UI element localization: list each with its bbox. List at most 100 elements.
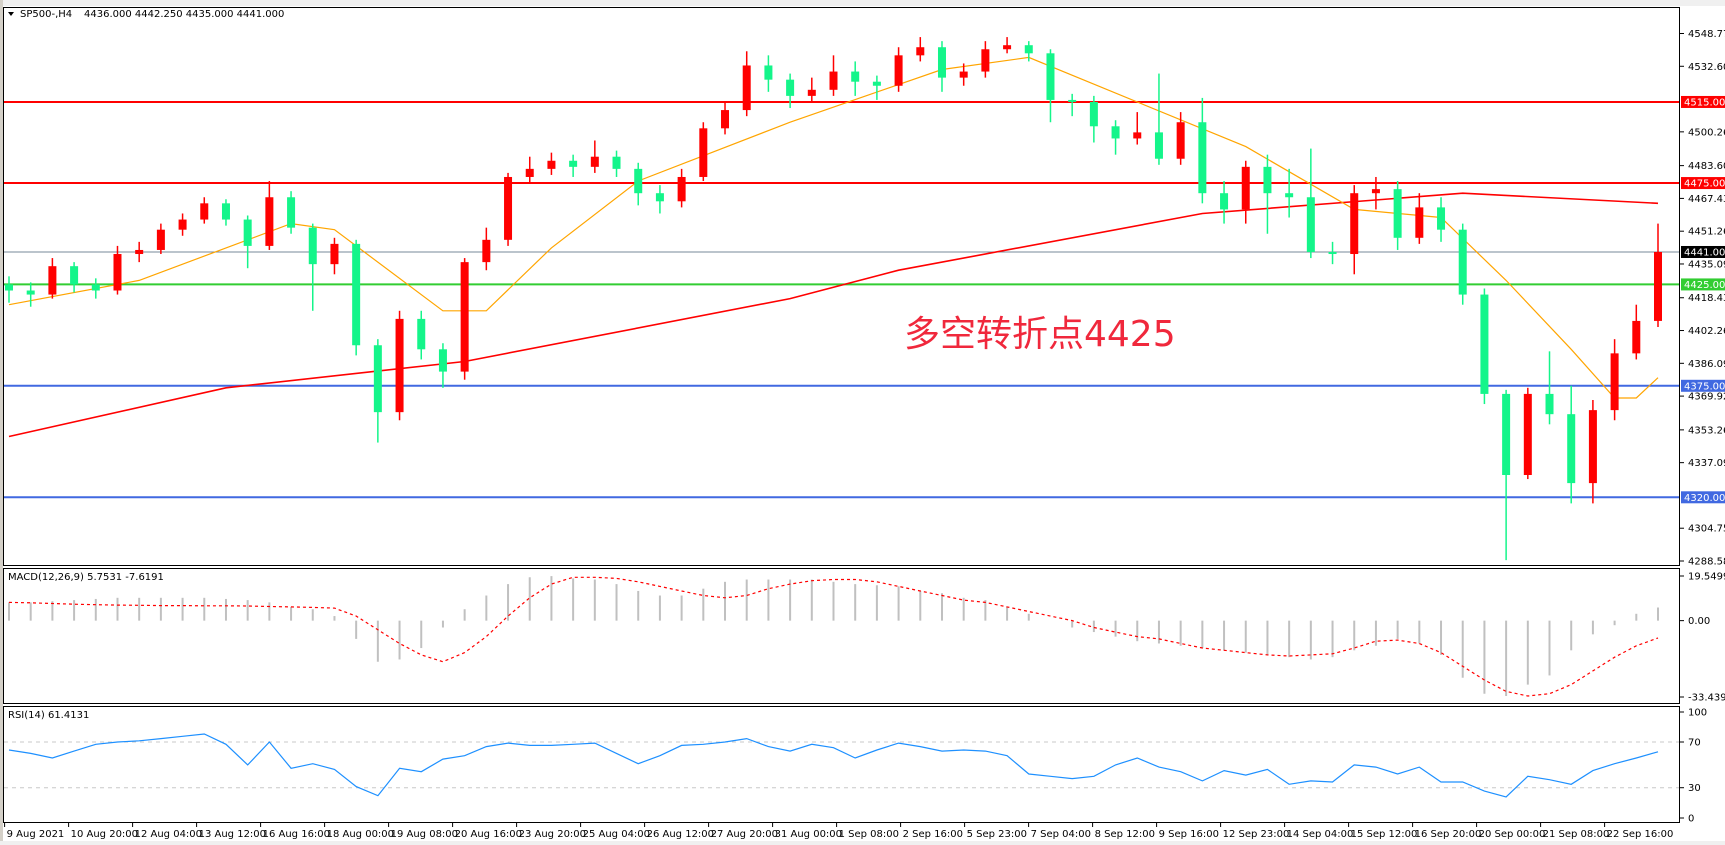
candle: [590, 140, 599, 173]
candle: [221, 199, 230, 226]
rsi-tick-label: 30: [1688, 783, 1701, 794]
candle-body: [634, 168, 643, 194]
level-tag-4475: [1681, 177, 1725, 190]
candle: [1328, 241, 1337, 265]
macd-tick-label: 0.00: [1688, 616, 1710, 627]
candle: [330, 237, 339, 275]
candle: [1480, 288, 1489, 405]
candle-body: [1241, 166, 1250, 210]
candle-body: [200, 203, 209, 220]
candle: [1220, 181, 1229, 224]
candle-body: [1176, 122, 1185, 159]
candle-body: [352, 243, 361, 346]
candle: [308, 223, 317, 311]
candle-body: [70, 266, 79, 285]
candle-body: [287, 197, 296, 228]
candle: [1241, 160, 1250, 224]
time-tick-label: 5 Sep 23:00: [967, 829, 1027, 840]
candle: [981, 41, 990, 78]
time-tick-label: 27 Aug 20:00: [711, 829, 778, 840]
candle: [1133, 112, 1142, 145]
level-tag-label: 4425.000: [1684, 280, 1725, 291]
candle-body: [482, 239, 491, 263]
candle-body: [721, 110, 730, 129]
window-top-strip: [0, 0, 1725, 6]
price-tick-label: 4532.600: [1688, 62, 1725, 73]
candle-body: [243, 219, 252, 246]
candle-body: [937, 47, 946, 78]
time-tick-label: 10 Aug 20:00: [71, 829, 138, 840]
rsi-tick-label: 70: [1688, 737, 1701, 748]
main-price-panel[interactable]: [3, 7, 1680, 566]
candle: [48, 258, 57, 299]
candle-body: [178, 219, 187, 230]
time-tick-label: 2 Sep 16:00: [903, 829, 963, 840]
candle-body: [851, 71, 860, 82]
candle-body: [221, 203, 230, 220]
candle: [1567, 385, 1576, 504]
candle: [1371, 176, 1380, 210]
candle: [1437, 197, 1446, 242]
price-tick-label: 4500.260: [1688, 127, 1725, 138]
candle: [460, 258, 469, 380]
candle: [786, 73, 795, 109]
candle-body: [48, 266, 57, 295]
candle: [547, 152, 556, 175]
time-tick-label: 26 Aug 12:00: [647, 829, 714, 840]
rsi-panel[interactable]: [3, 706, 1680, 823]
candle: [1306, 148, 1315, 259]
price-tick-label: 4418.430: [1688, 293, 1725, 304]
candle-body: [26, 290, 35, 295]
candle-body: [786, 79, 795, 96]
candle-body: [113, 254, 122, 291]
price-tick-label: 4402.260: [1688, 326, 1725, 337]
candle: [178, 213, 187, 236]
price-tick-label: 4304.750: [1688, 524, 1725, 535]
candle-body: [547, 160, 556, 169]
candle-body: [1371, 189, 1380, 194]
candle: [1198, 97, 1207, 204]
candle-body: [156, 229, 165, 250]
macd-panel[interactable]: [3, 568, 1680, 704]
macd-tick-label: -33.4394: [1688, 693, 1725, 704]
candle: [764, 55, 773, 92]
candle: [135, 241, 144, 263]
candle: [525, 156, 534, 184]
price-tick-label: 4369.920: [1688, 392, 1725, 403]
candle-body: [417, 318, 426, 350]
candle-body: [5, 284, 13, 291]
level-tag-4515: [1681, 95, 1725, 108]
candle: [1285, 168, 1294, 218]
symbol-label: SP500-,H4: [20, 9, 72, 20]
candle-body: [1285, 193, 1294, 198]
candle-body: [1458, 229, 1467, 295]
candle-body: [1154, 132, 1163, 159]
level-tag-4425: [1681, 278, 1725, 291]
candle: [851, 61, 860, 96]
candle: [482, 227, 491, 271]
candle: [243, 215, 252, 269]
time-tick-label: 18 Aug 00:00: [327, 829, 394, 840]
candle: [1610, 339, 1619, 421]
time-tick-label: 13 Aug 12:00: [199, 829, 266, 840]
candle-body: [265, 197, 274, 246]
level-tag-label: 4320.000: [1684, 493, 1725, 504]
rsi-tick-label: 100: [1688, 708, 1707, 719]
candle: [1068, 93, 1077, 117]
price-tick-label: 4483.600: [1688, 161, 1725, 172]
candle: [1089, 95, 1098, 143]
candle-body: [1350, 193, 1359, 255]
triangle-down-icon[interactable]: [8, 12, 14, 16]
candle: [829, 55, 838, 96]
candle: [1046, 49, 1055, 123]
candle: [265, 181, 274, 250]
candle-body: [1502, 393, 1511, 475]
candle-body: [1523, 393, 1532, 475]
candle: [721, 101, 730, 135]
candle-body: [1545, 393, 1554, 415]
candle: [438, 343, 447, 388]
candle: [655, 185, 664, 214]
time-tick-label: 16 Aug 16:00: [263, 829, 330, 840]
candle: [1588, 399, 1597, 504]
